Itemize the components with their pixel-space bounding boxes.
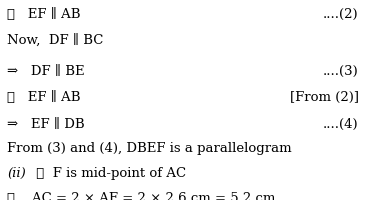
Text: ....(2): ....(2): [323, 8, 359, 21]
Text: ⇒   EF ∥ DB: ⇒ EF ∥ DB: [7, 118, 85, 131]
Text: Now,  DF ∥ BC: Now, DF ∥ BC: [7, 34, 104, 47]
Text: ∴  F is mid-point of AC: ∴ F is mid-point of AC: [31, 167, 186, 180]
Text: ....(3): ....(3): [323, 65, 359, 78]
Text: (ii): (ii): [7, 167, 26, 180]
Text: [From (2)]: [From (2)]: [290, 91, 359, 104]
Text: ⇒   DF ∥ BE: ⇒ DF ∥ BE: [7, 65, 85, 78]
Text: ∴   EF ∥ AB: ∴ EF ∥ AB: [7, 8, 81, 21]
Text: ∴    AC = 2 × AF = 2 × 2.6 cm = 5.2 cm.: ∴ AC = 2 × AF = 2 × 2.6 cm = 5.2 cm.: [7, 192, 280, 200]
Text: ∴   EF ∥ AB: ∴ EF ∥ AB: [7, 91, 81, 104]
Text: From (3) and (4), DBEF is a parallelogram: From (3) and (4), DBEF is a parallelogra…: [7, 142, 292, 155]
Text: ....(4): ....(4): [323, 118, 359, 131]
